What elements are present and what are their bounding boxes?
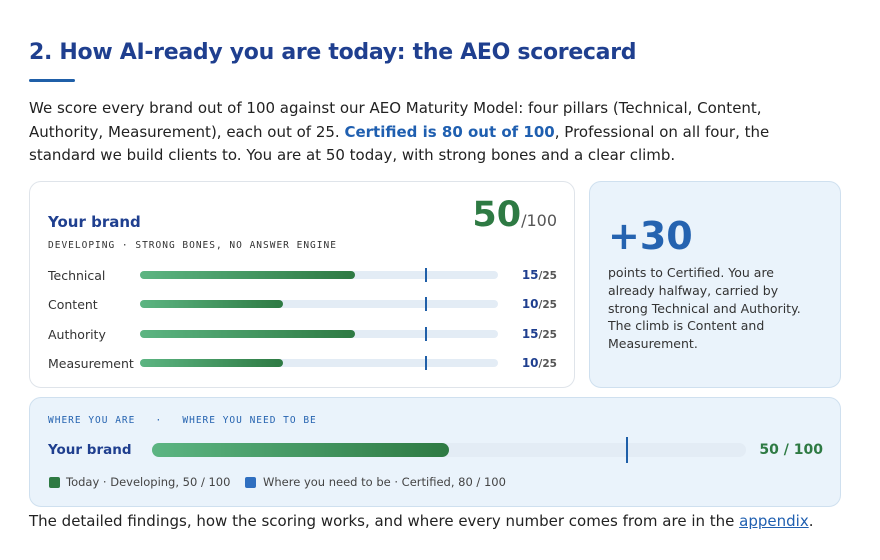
max: 25: [542, 357, 557, 370]
max: 25: [542, 299, 557, 312]
pillar-bar: [140, 300, 284, 309]
pillar-name: Content: [48, 297, 98, 313]
score-max: /100: [521, 211, 557, 230]
heading-rule: [29, 79, 75, 82]
appendix-link[interactable]: appendix: [739, 512, 809, 530]
separator: /: [538, 270, 543, 282]
legend-swatch: [245, 477, 256, 488]
separator: /: [538, 328, 543, 341]
pillar-bar: [140, 271, 355, 279]
progress-card: WHERE YOU ARE · WHERE YOU NEED TO BE You…: [29, 397, 841, 507]
score-card: Your brand 50/100 DEVELOPING · STRONG BO…: [29, 181, 575, 388]
footer-text: .: [808, 512, 814, 530]
footer: The detailed findings, how the scoring w…: [29, 512, 813, 530]
progress-label: Your brand: [48, 442, 132, 458]
pillar-score: 15/25: [522, 268, 557, 282]
intro-highlight: Certified is 80 out of 100: [344, 122, 555, 141]
intro-text: , Professional on all four, the standard…: [29, 122, 770, 165]
footer-text: The detailed findings, how the scoring w…: [29, 512, 740, 530]
pillar-score: 10/25: [522, 356, 557, 370]
max: 25: [542, 328, 557, 341]
card-title: Your brand: [48, 213, 141, 231]
total-score: 50/100: [472, 195, 557, 235]
score: 50: [472, 195, 522, 235]
gap-value: +30: [608, 214, 693, 258]
progress-bar: [152, 443, 449, 457]
score: 10: [521, 297, 539, 312]
intro: We score every brand out of 100 against …: [29, 97, 839, 168]
legend-item: Where you need to be · Certified, 80 / 1…: [263, 475, 506, 489]
kicker: WHERE YOU ARE · WHERE YOU NEED TO BE: [48, 415, 317, 426]
pillar-bar: [140, 329, 355, 338]
separator: /: [538, 299, 543, 312]
progress-track: [152, 437, 746, 463]
score: 10: [521, 355, 539, 370]
separator: /: [538, 357, 543, 370]
card-subtitle: DEVELOPING · STRONG BONES, NO ANSWER ENG…: [48, 240, 337, 251]
pillar-name: Authority: [48, 326, 106, 342]
progress-target: [626, 437, 629, 463]
pillar-track: [140, 297, 498, 312]
pillar-score: 10/25: [522, 297, 557, 311]
score: 15: [521, 326, 539, 341]
pillar-target: [425, 297, 428, 312]
pillar-name: Measurement: [48, 355, 134, 371]
pillar-bar: [140, 358, 284, 367]
gap-text: points to Certified. You are already hal…: [608, 265, 801, 352]
max: 25: [542, 270, 557, 282]
pillar-score: 15/25: [522, 327, 557, 341]
legend-item: Today · Developing, 50 / 100: [66, 475, 231, 489]
pillar-track: [140, 326, 498, 341]
legend-swatch: [49, 477, 60, 488]
pillar-track: [140, 268, 498, 282]
pillar-target: [425, 268, 428, 282]
pillar-target: [425, 326, 428, 341]
pillar-name: Technical: [48, 268, 106, 283]
score: 15: [521, 268, 539, 282]
heading: 2. How AI-ready you are today: the AEO s…: [29, 40, 637, 65]
pillar-target: [425, 355, 428, 370]
gap-card: +30 points to Certified. You are already…: [589, 181, 841, 388]
pillar-track: [140, 355, 498, 370]
progress-value: 50 / 100: [759, 442, 823, 458]
intro-text: We score every brand out of 100 against …: [29, 99, 762, 141]
